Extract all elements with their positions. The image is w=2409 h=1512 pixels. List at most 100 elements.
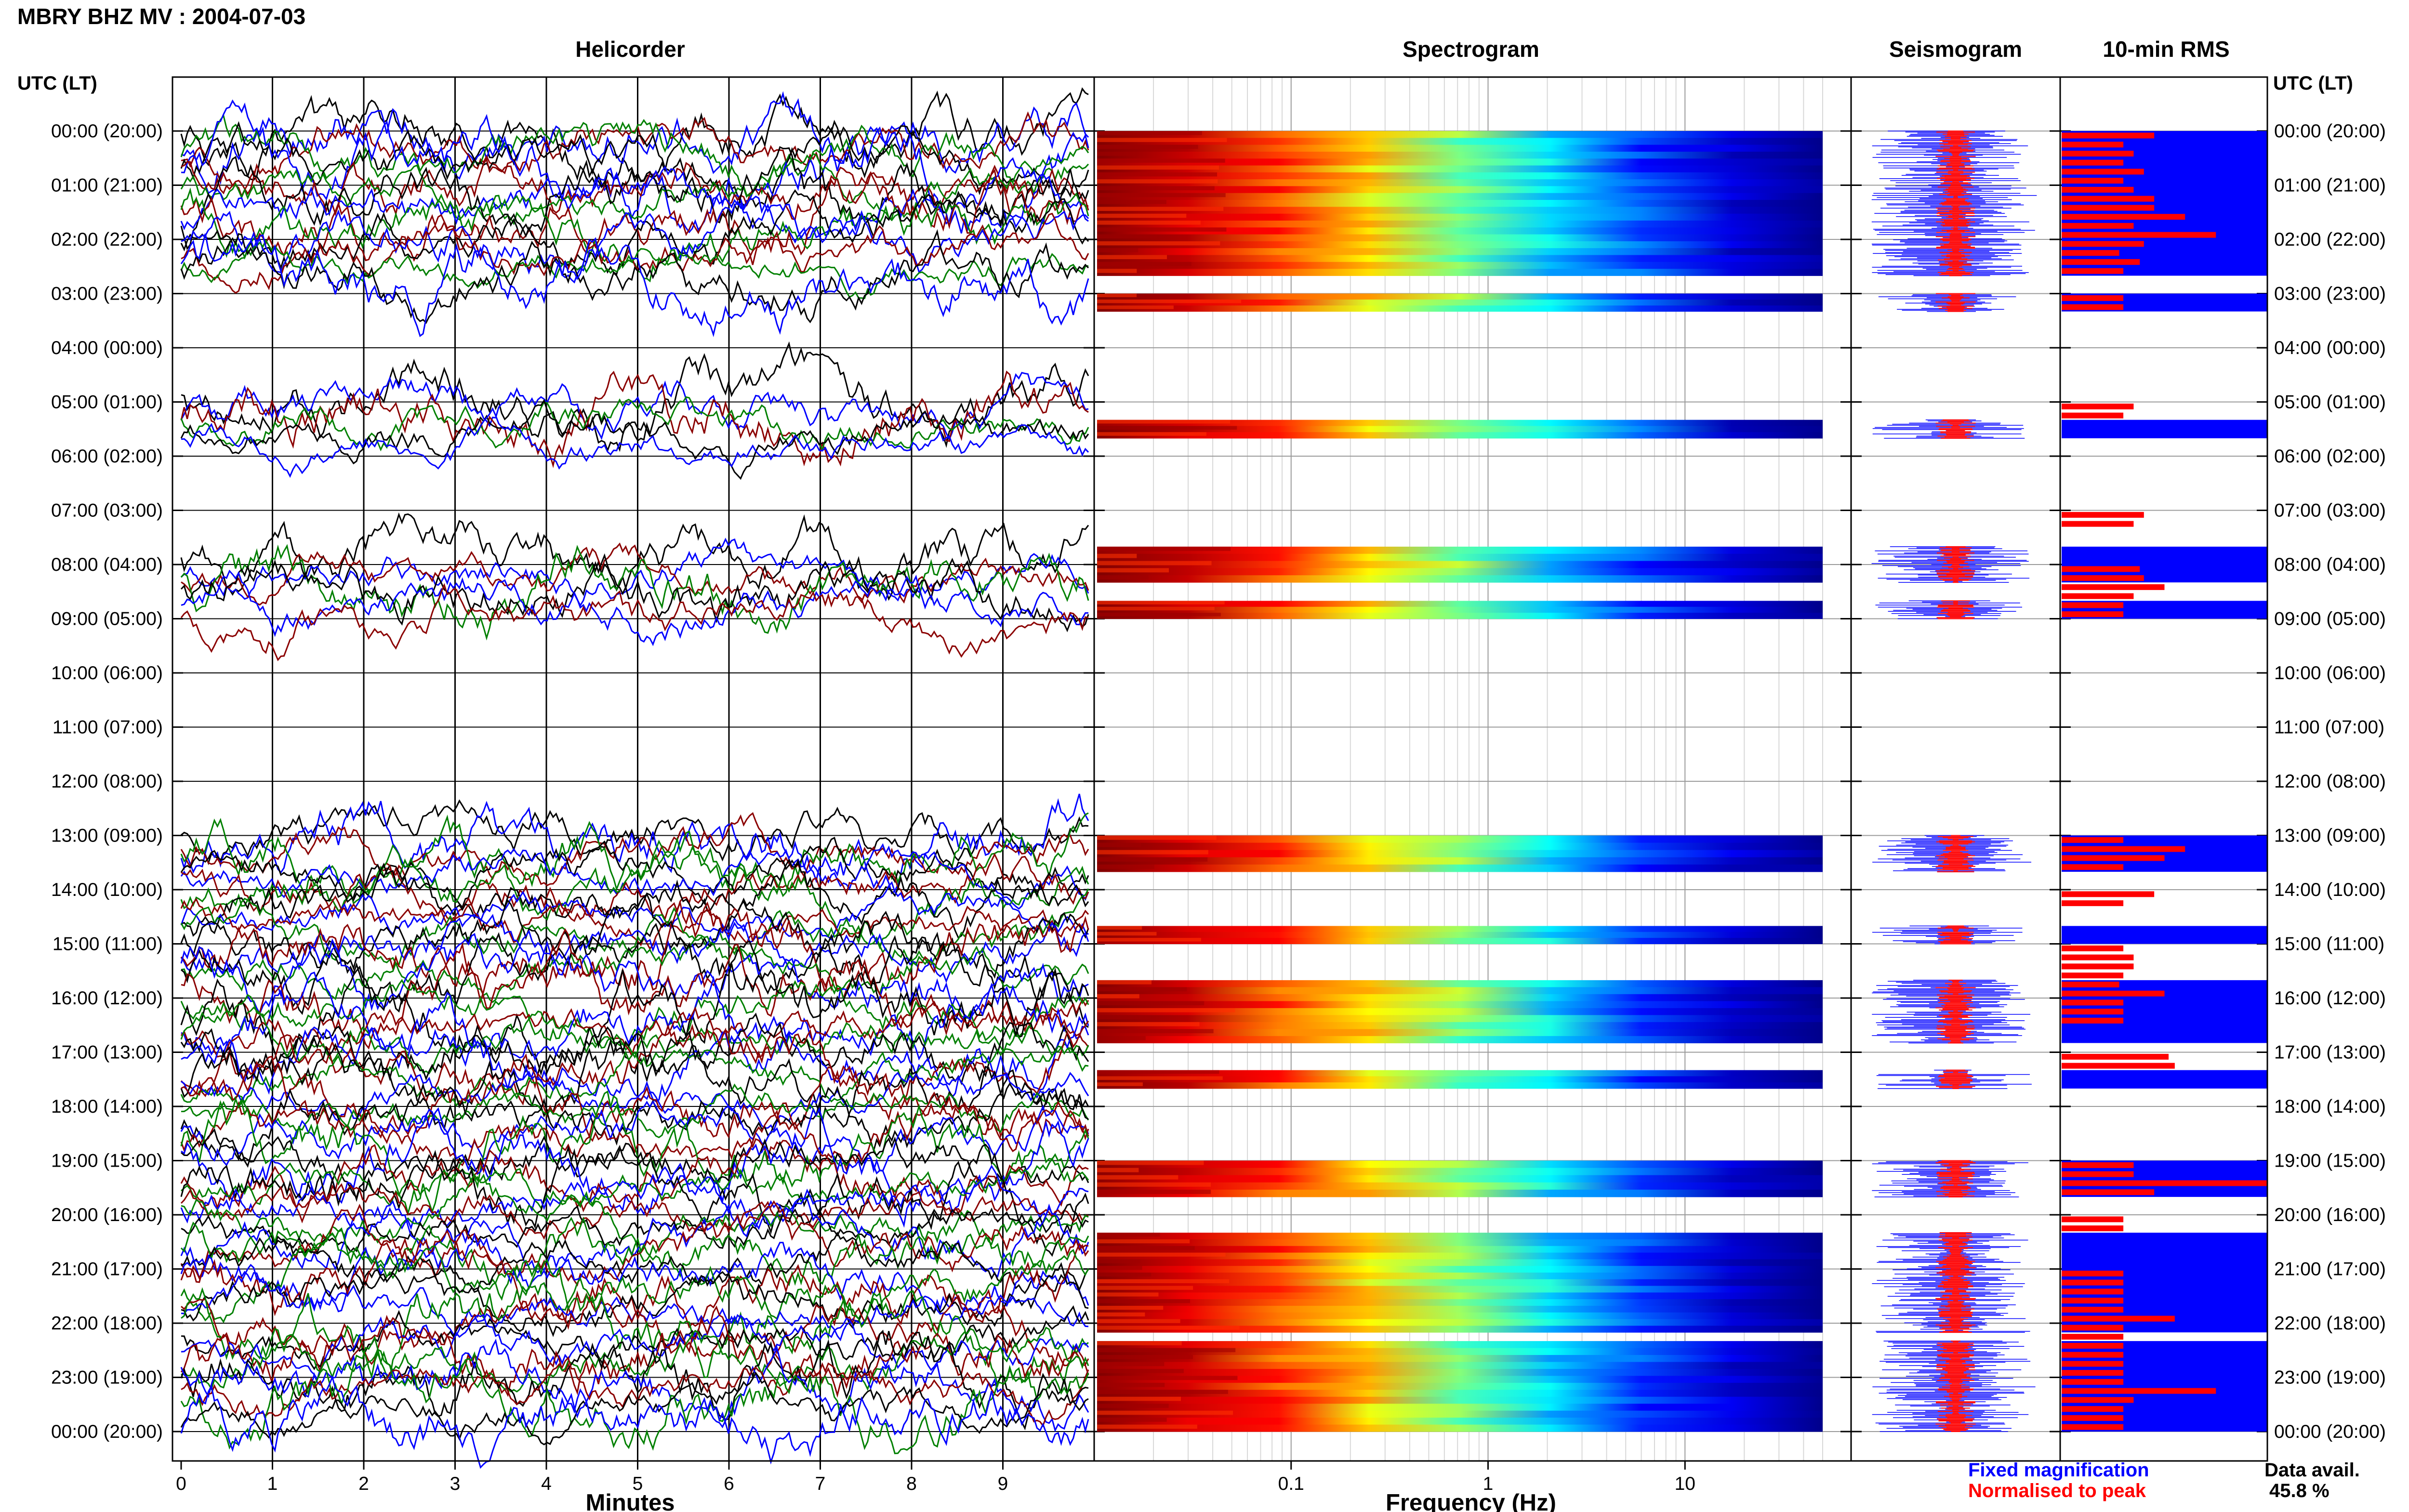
spectrogram-row: [1097, 1246, 1823, 1253]
spectrogram-row: [1097, 938, 1823, 944]
spectrogram-texture: [1097, 1390, 1228, 1394]
hour-label-left: 23:00 (19:00): [51, 1367, 163, 1388]
hour-label-left: 15:00 (11:00): [53, 934, 163, 955]
hour-label-right: 21:00 (17:00): [2274, 1259, 2386, 1280]
minute-tick-label: 3: [450, 1473, 461, 1494]
helicorder-trace: [180, 1162, 1089, 1230]
spectrogram-block: [1097, 601, 1823, 619]
spectrogram-texture: [1097, 1076, 1223, 1080]
spectrogram-row: [1097, 1326, 1823, 1333]
helicorder-trace: [180, 553, 1089, 632]
helicorder-traces: [180, 87, 1089, 1469]
minute-tick-label: 7: [815, 1473, 826, 1494]
seismogram-normalised-trace: [1935, 1341, 1976, 1432]
seismogram-title: Seismogram: [1889, 37, 2022, 62]
spectrogram-texture: [1097, 158, 1225, 163]
spectrogram-row: [1097, 1424, 1823, 1432]
seismogram-frame: [1850, 76, 2061, 1462]
helicorder-trace: [181, 893, 1089, 1028]
spectrogram-row: [1097, 248, 1823, 255]
hour-label-right: 11:00 (07:00): [2274, 717, 2384, 738]
rms-bar: [2062, 1288, 2124, 1295]
rms-bar: [2062, 1370, 2124, 1376]
spectrogram-row: [1097, 1279, 1823, 1287]
spectrogram-row: [1097, 1305, 1823, 1313]
spectrogram-row: [1097, 1015, 1823, 1023]
seismogram-normalised-trace: [1935, 979, 1976, 1044]
spectrogram-texture: [1097, 220, 1201, 225]
rms-bar: [2062, 186, 2134, 193]
spectrogram-texture: [1097, 1404, 1169, 1408]
seismogram-normalised-trace: [1935, 1232, 1976, 1333]
hour-label-right: 23:00 (19:00): [2274, 1367, 2386, 1388]
spectrogram-row: [1097, 151, 1823, 159]
helicorder-trace: [181, 212, 1089, 294]
spectrogram-texture: [1097, 980, 1152, 985]
helicorder-trace: [180, 1183, 1088, 1241]
helicorder-trace: [181, 1203, 1089, 1254]
rms-bar: [2062, 178, 2124, 184]
rms-bar: [2062, 1325, 2124, 1331]
spectrogram-texture: [1097, 1022, 1200, 1026]
spectrogram-texture: [1097, 1029, 1214, 1034]
spectrogram-block: [1097, 926, 1823, 944]
rms-bar: [2062, 999, 2124, 1006]
rms-bar: [2062, 981, 2119, 987]
hour-label-right: 10:00 (06:00): [2274, 663, 2386, 684]
spectrogram-row: [1097, 1252, 1823, 1260]
spectrogram-row: [1097, 227, 1823, 235]
rms-bar: [2062, 241, 2144, 247]
spectrogram-texture: [1097, 1189, 1211, 1194]
helicorder-trace: [180, 145, 1089, 225]
spectrogram-texture: [1097, 1168, 1139, 1172]
spectrogram-texture: [1097, 1382, 1165, 1387]
spectrogram-row: [1097, 1082, 1823, 1089]
minute-tick-label: 5: [633, 1473, 643, 1494]
seismogram-normalised-trace: [1935, 1160, 1976, 1197]
spectrogram-texture: [1097, 1305, 1164, 1310]
seismogram-block: [1872, 1160, 2028, 1197]
minute-tick-label: 4: [541, 1473, 552, 1494]
helicorder-trace: [180, 371, 1089, 441]
hour-label-left: 08:00 (04:00): [51, 554, 163, 575]
hour-label-left: 12:00 (08:00): [51, 771, 163, 792]
spectrogram-texture: [1097, 1418, 1167, 1422]
rms-bar: [2062, 412, 2124, 419]
spectrogram-texture: [1097, 1272, 1152, 1277]
spectrogram-row: [1097, 601, 1823, 607]
spectrogram-texture: [1097, 1239, 1190, 1244]
helicorder-trace: [181, 569, 1089, 646]
helicorder-trace: [180, 1091, 1089, 1173]
hour-label-left: 01:00 (21:00): [51, 175, 163, 196]
helicorder-trace: [180, 1110, 1089, 1223]
minute-tick-label: 9: [998, 1473, 1008, 1494]
helicorder-trace: [180, 1371, 1089, 1446]
spectrogram-row: [1097, 207, 1823, 214]
rms-bar: [2062, 575, 2144, 581]
spectrogram-panel: 0.1 1 10 Frequency (Hz): [1093, 76, 1852, 1512]
rms-bar: [2062, 602, 2124, 608]
spectrogram-texture: [1097, 864, 1154, 869]
spectrogram-texture: [1097, 835, 1217, 840]
spectrogram-row: [1097, 1239, 1823, 1247]
rms-bar: [2062, 1406, 2124, 1412]
helicorder-trace: [180, 231, 1089, 338]
spectrogram-texture: [1097, 1082, 1143, 1086]
helicorder-trace: [181, 538, 1089, 607]
helicorder-panel: 0 1 2 3 4 5 6 7 8 9 Minutes: [172, 76, 1095, 1512]
spectrogram-texture: [1097, 1001, 1204, 1006]
spectrogram-texture: [1097, 420, 1231, 424]
spectrogram-texture: [1097, 1252, 1226, 1257]
spectrogram-block: [1097, 546, 1823, 583]
helicorder-trace: [180, 1229, 1089, 1328]
rms-bar: [2062, 963, 2134, 970]
spectrogram-row: [1097, 299, 1823, 306]
spectrogram-row: [1097, 1036, 1823, 1043]
rms-bar: [2062, 232, 2216, 238]
spectrogram-row: [1097, 987, 1823, 995]
rms-bar: [2062, 1063, 2175, 1069]
right-hour-labels: 00:00 (20:00) 01:00 (21:00) 02:00 (22:00) 0…: [2274, 121, 2386, 1442]
hour-label-left: 07:00 (03:00): [51, 500, 163, 521]
spectrogram-texture: [1097, 151, 1139, 156]
seismogram-normalised-trace: [1936, 835, 1975, 872]
